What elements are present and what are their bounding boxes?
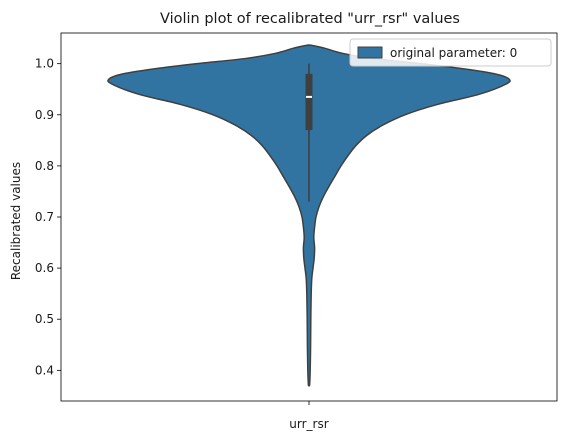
legend-label: original parameter: 0	[390, 46, 517, 60]
interquartile-box	[305, 73, 313, 131]
x-tick-label: urr_rsr	[289, 417, 328, 431]
y-tick-label: 1.0	[35, 57, 54, 71]
y-tick-label: 0.5	[35, 312, 54, 326]
legend: original parameter: 0	[349, 38, 552, 67]
chart-title: Violin plot of recalibrated "urr_rsr" va…	[160, 11, 460, 27]
y-tick-label: 0.6	[35, 261, 54, 275]
y-tick-label: 0.7	[35, 210, 54, 224]
y-axis-label: Recalibrated values	[9, 162, 23, 280]
legend-frame	[349, 38, 552, 67]
violin-body	[107, 44, 511, 387]
y-tick-label: 0.9	[35, 108, 54, 122]
plot-area: 0.4 0.5 0.6 0.7 0.8 0.9 1.0 urr_rsr	[35, 32, 558, 431]
y-tick-label: 0.4	[35, 363, 54, 377]
y-tick-label: 0.8	[35, 159, 54, 173]
legend-swatch	[357, 46, 383, 59]
